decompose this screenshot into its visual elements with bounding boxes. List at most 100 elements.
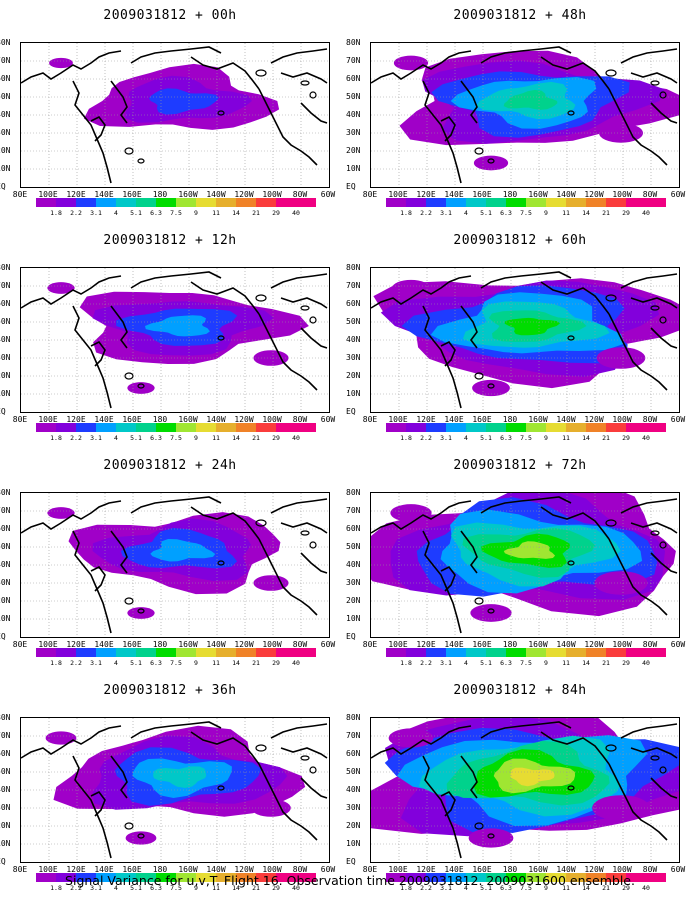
colorbar-tick-label: 29 <box>622 659 630 667</box>
lon-tick-label: 140E <box>94 865 114 874</box>
map-panel: 2009031812 + 84h 80N 70N 60N 50N 40N 30N 20N 10N… <box>346 675 700 900</box>
colorbar-tick-label: 11 <box>562 434 570 442</box>
lon-tick-label: 120W <box>584 640 604 649</box>
lon-tick-label: 160E <box>472 865 492 874</box>
colorbar-tick-label: 1.8 <box>400 209 412 217</box>
colorbar-tick-label: 3.1 <box>440 209 452 217</box>
colorbar-swatch <box>76 423 96 432</box>
colorbar-tick-label: 29 <box>622 434 630 442</box>
colorbar-tick-label: 1.8 <box>400 434 412 442</box>
lat-tick-label: 10N <box>0 614 11 623</box>
lon-tick-label: 160W <box>178 865 198 874</box>
variance-field <box>371 718 679 862</box>
lat-tick-label: 30N <box>0 803 11 812</box>
colorbar-swatch <box>626 423 646 432</box>
colorbar-tick-label: 9 <box>544 659 548 667</box>
colorbar-swatch <box>646 423 666 432</box>
colorbar-tick-label: 7.5 <box>520 434 532 442</box>
lon-tick-label: 160W <box>178 415 198 424</box>
variance-field <box>21 268 329 412</box>
map-panel: 2009031812 + 24h 80N 70N 60N 50N 40N 30N 20N 10N… <box>0 450 350 675</box>
colorbar-swatch <box>116 198 136 207</box>
colorbar-swatch <box>466 648 486 657</box>
colorbar-tick-label: 29 <box>622 209 630 217</box>
lon-tick-label: 160E <box>122 415 142 424</box>
lat-tick-label: 40N <box>0 560 11 569</box>
lat-tick-label: 50N <box>346 767 361 776</box>
lon-tick-label: 120W <box>584 190 604 199</box>
colorbar-tick-label: 1.8 <box>400 884 412 892</box>
lon-tick-label: 80W <box>642 190 658 199</box>
colorbar-tick-label: 11 <box>562 209 570 217</box>
colorbar-swatch <box>116 873 136 882</box>
colorbar-tick-label: 6.3 <box>500 884 512 892</box>
colorbar-swatch <box>156 873 176 882</box>
lat-tick-label: 50N <box>346 92 361 101</box>
map-panel: 2009031812 + 48h 80N 70N 60N 50N 40N 30N 20N 10N… <box>346 0 700 225</box>
lon-tick-label: 120E <box>416 865 436 874</box>
lon-tick-label: 140W <box>206 415 226 424</box>
lat-tick-label: EQ <box>0 857 6 866</box>
colorbar-swatch <box>426 198 446 207</box>
colorbar-tick-label: 14 <box>582 434 590 442</box>
colorbar-tick-label: 2.2 <box>420 659 432 667</box>
lon-tick-label: 80W <box>642 640 658 649</box>
colorbar-swatch <box>466 198 486 207</box>
colorbar-swatch <box>486 648 506 657</box>
colorbar-swatch <box>96 648 116 657</box>
colorbar-tick-label: 7.5 <box>520 884 532 892</box>
lon-tick-label: 100W <box>262 415 282 424</box>
colorbar-tick-label: 4 <box>114 434 118 442</box>
lat-tick-label: 80N <box>0 488 11 497</box>
colorbar-tick-label: 40 <box>642 659 650 667</box>
lat-tick-label: 70N <box>0 506 11 515</box>
lon-tick-label: 120W <box>234 865 254 874</box>
colorbar-tick-label: 3.1 <box>90 209 102 217</box>
colorbar-swatch <box>546 873 566 882</box>
lon-tick-label: 160E <box>122 865 142 874</box>
lon-tick-label: 180 <box>502 415 518 424</box>
panel-title: 2009031812 + 72h <box>453 458 587 473</box>
colorbar-tick-label: 2.2 <box>420 434 432 442</box>
colorbar-tick-label: 6.3 <box>500 659 512 667</box>
colorbar-tick-label: 29 <box>272 884 280 892</box>
colorbar-tick-label: 2.2 <box>70 659 82 667</box>
colorbar-swatch <box>296 198 316 207</box>
lat-tick-label: 70N <box>346 56 361 65</box>
colorbar-swatch <box>546 198 566 207</box>
lon-tick-label: 100E <box>388 415 408 424</box>
map-plot-area <box>20 42 330 188</box>
lon-tick-label: 60W <box>320 865 336 874</box>
colorbar-swatch <box>36 198 56 207</box>
colorbar-swatch <box>116 423 136 432</box>
colorbar-swatch <box>96 423 116 432</box>
lon-tick-label: 140E <box>444 865 464 874</box>
colorbar-tick-label: 14 <box>582 884 590 892</box>
lat-tick-label: 30N <box>346 578 361 587</box>
lon-tick-label: 80W <box>292 640 308 649</box>
colorbar-tick-label: 29 <box>622 884 630 892</box>
lon-tick-label: 100E <box>388 640 408 649</box>
colorbar-tick-label: 4 <box>464 659 468 667</box>
colorbar-tick-label: 14 <box>232 434 240 442</box>
colorbar-tick-label: 3.1 <box>440 659 452 667</box>
colorbar-tick-label: 2.2 <box>420 884 432 892</box>
colorbar-swatch <box>216 648 236 657</box>
lat-tick-label: 20N <box>0 821 11 830</box>
colorbar-tick-label: 40 <box>292 434 300 442</box>
lat-tick-label: 10N <box>0 389 11 398</box>
colorbar-tick-label: 11 <box>562 659 570 667</box>
colorbar-tick-label: 1.8 <box>50 884 62 892</box>
map-panel: 2009031812 + 60h 80N 70N 60N 50N 40N 30N 20N 10N… <box>346 225 700 450</box>
colorbar-swatch <box>486 423 506 432</box>
colorbar-swatch <box>36 873 56 882</box>
colorbar-tick-label: 14 <box>232 884 240 892</box>
lat-tick-label: 30N <box>346 353 361 362</box>
lat-tick-label: 30N <box>0 353 11 362</box>
lon-tick-label: 180 <box>152 865 168 874</box>
colorbar <box>36 873 316 882</box>
colorbar-tick-label: 6.3 <box>150 659 162 667</box>
colorbar-swatch <box>176 423 196 432</box>
lon-tick-label: 120E <box>66 415 86 424</box>
map-plot-area <box>370 717 680 863</box>
